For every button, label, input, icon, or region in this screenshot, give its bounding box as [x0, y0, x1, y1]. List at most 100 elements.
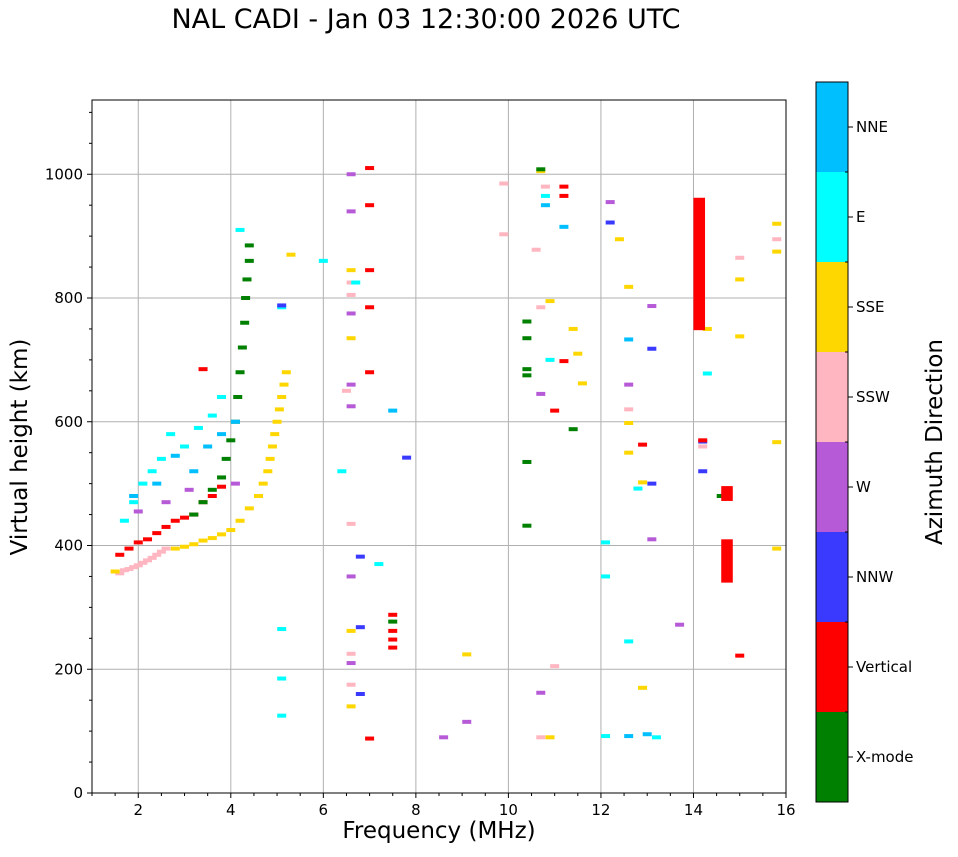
data-point — [156, 549, 166, 554]
data-block — [693, 197, 706, 331]
data-point — [341, 388, 351, 393]
data-point — [550, 664, 560, 669]
data-point — [138, 481, 148, 486]
data-point — [133, 509, 143, 514]
data-point — [522, 373, 532, 378]
data-point — [624, 382, 634, 387]
data-point — [277, 676, 287, 681]
x-tick-label: 10 — [499, 801, 518, 819]
x-tick-label: 14 — [684, 801, 703, 819]
data-point — [152, 552, 162, 557]
data-point — [568, 326, 578, 331]
data-point — [166, 432, 176, 437]
data-point — [180, 544, 190, 549]
data-point — [133, 563, 143, 568]
data-point — [642, 732, 652, 737]
data-point — [237, 345, 247, 350]
data-series — [341, 181, 782, 740]
data-block — [721, 539, 733, 583]
data-point — [545, 299, 555, 304]
data-point — [346, 292, 356, 297]
data-point — [536, 690, 546, 695]
data-point — [189, 512, 199, 517]
data-point — [388, 637, 398, 642]
data-point — [624, 337, 634, 342]
data-point — [133, 540, 143, 545]
data-point — [244, 506, 254, 511]
data-point — [226, 438, 236, 443]
data-point — [624, 734, 634, 739]
data-point — [346, 209, 356, 214]
data-point — [277, 395, 287, 399]
data-point — [638, 685, 648, 690]
data-point — [277, 713, 287, 718]
data-point — [217, 432, 227, 437]
data-point — [772, 546, 782, 551]
data-point — [647, 346, 657, 351]
data-point — [346, 382, 356, 387]
data-point — [244, 258, 254, 263]
data-point — [346, 682, 356, 687]
data-point — [207, 487, 217, 492]
data-series — [115, 546, 171, 576]
data-point — [254, 494, 264, 498]
data-block — [721, 486, 733, 501]
data-series — [351, 193, 712, 740]
data-point — [198, 367, 208, 372]
colorbar-label-nnw: NNW — [856, 568, 893, 586]
data-point — [605, 220, 615, 225]
data-point — [601, 540, 611, 545]
y-tick-label: 400 — [54, 537, 83, 555]
data-point — [624, 284, 634, 289]
data-point — [221, 456, 231, 461]
data-point — [365, 305, 375, 310]
data-series — [129, 408, 398, 498]
data-point — [522, 459, 532, 464]
colorbar-label-nne: NNE — [856, 118, 888, 136]
data-point — [119, 568, 129, 573]
data-point — [233, 395, 243, 399]
data-point — [536, 735, 546, 740]
x-axis-label: Frequency (MHz) — [342, 818, 536, 844]
data-point — [388, 619, 398, 624]
data-point — [226, 528, 236, 533]
colorbar-label-sse: SSE — [856, 298, 885, 316]
data-point — [217, 395, 227, 399]
data-point — [536, 391, 546, 396]
data-point — [180, 515, 190, 520]
data-point — [522, 523, 532, 528]
data-point — [184, 487, 194, 492]
data-point — [217, 484, 227, 489]
data-point — [346, 172, 356, 177]
data-point — [161, 524, 171, 529]
data-series — [110, 370, 291, 574]
data-point — [161, 500, 171, 505]
colorbar-segment — [816, 82, 848, 172]
data-point — [499, 181, 509, 186]
data-point — [462, 652, 472, 657]
data-point — [138, 560, 148, 565]
data-point — [633, 486, 643, 491]
data-point — [217, 475, 227, 480]
data-point — [281, 370, 291, 375]
data-point — [203, 444, 213, 449]
data-point — [235, 518, 245, 523]
data-point — [698, 469, 708, 474]
data-point — [129, 494, 139, 498]
data-point — [531, 247, 541, 252]
data-point — [522, 336, 532, 341]
data-point — [346, 661, 356, 666]
data-point — [235, 370, 245, 375]
x-tick-label: 4 — [226, 801, 236, 819]
data-series — [133, 172, 685, 740]
data-point — [258, 481, 268, 486]
data-point — [147, 555, 157, 560]
x-tick-label: 2 — [133, 801, 143, 819]
data-point — [189, 469, 199, 474]
data-point — [346, 521, 356, 526]
data-point — [207, 536, 217, 541]
data-point — [624, 407, 634, 412]
y-tick-label: 800 — [54, 289, 83, 307]
data-point — [241, 296, 251, 300]
data-point — [129, 500, 139, 505]
